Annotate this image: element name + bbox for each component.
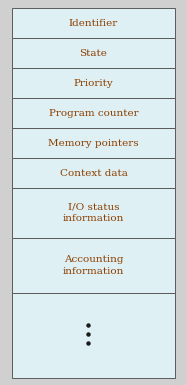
Text: Memory pointers: Memory pointers (48, 139, 139, 147)
Bar (12, 8, 175, 38)
Text: Priority: Priority (74, 79, 113, 87)
Text: State: State (79, 49, 108, 57)
Text: Program counter: Program counter (49, 109, 138, 117)
Bar (12, 68, 175, 98)
Text: Identifier: Identifier (69, 18, 118, 27)
Bar (12, 188, 175, 238)
Text: Context data: Context data (60, 169, 127, 177)
Bar (12, 38, 175, 68)
Bar (12, 98, 175, 128)
Bar (12, 293, 175, 378)
Text: Accounting
information: Accounting information (63, 255, 124, 276)
Bar (12, 128, 175, 158)
Bar (12, 238, 175, 293)
Text: I/O status
information: I/O status information (63, 203, 124, 223)
Bar (12, 158, 175, 188)
